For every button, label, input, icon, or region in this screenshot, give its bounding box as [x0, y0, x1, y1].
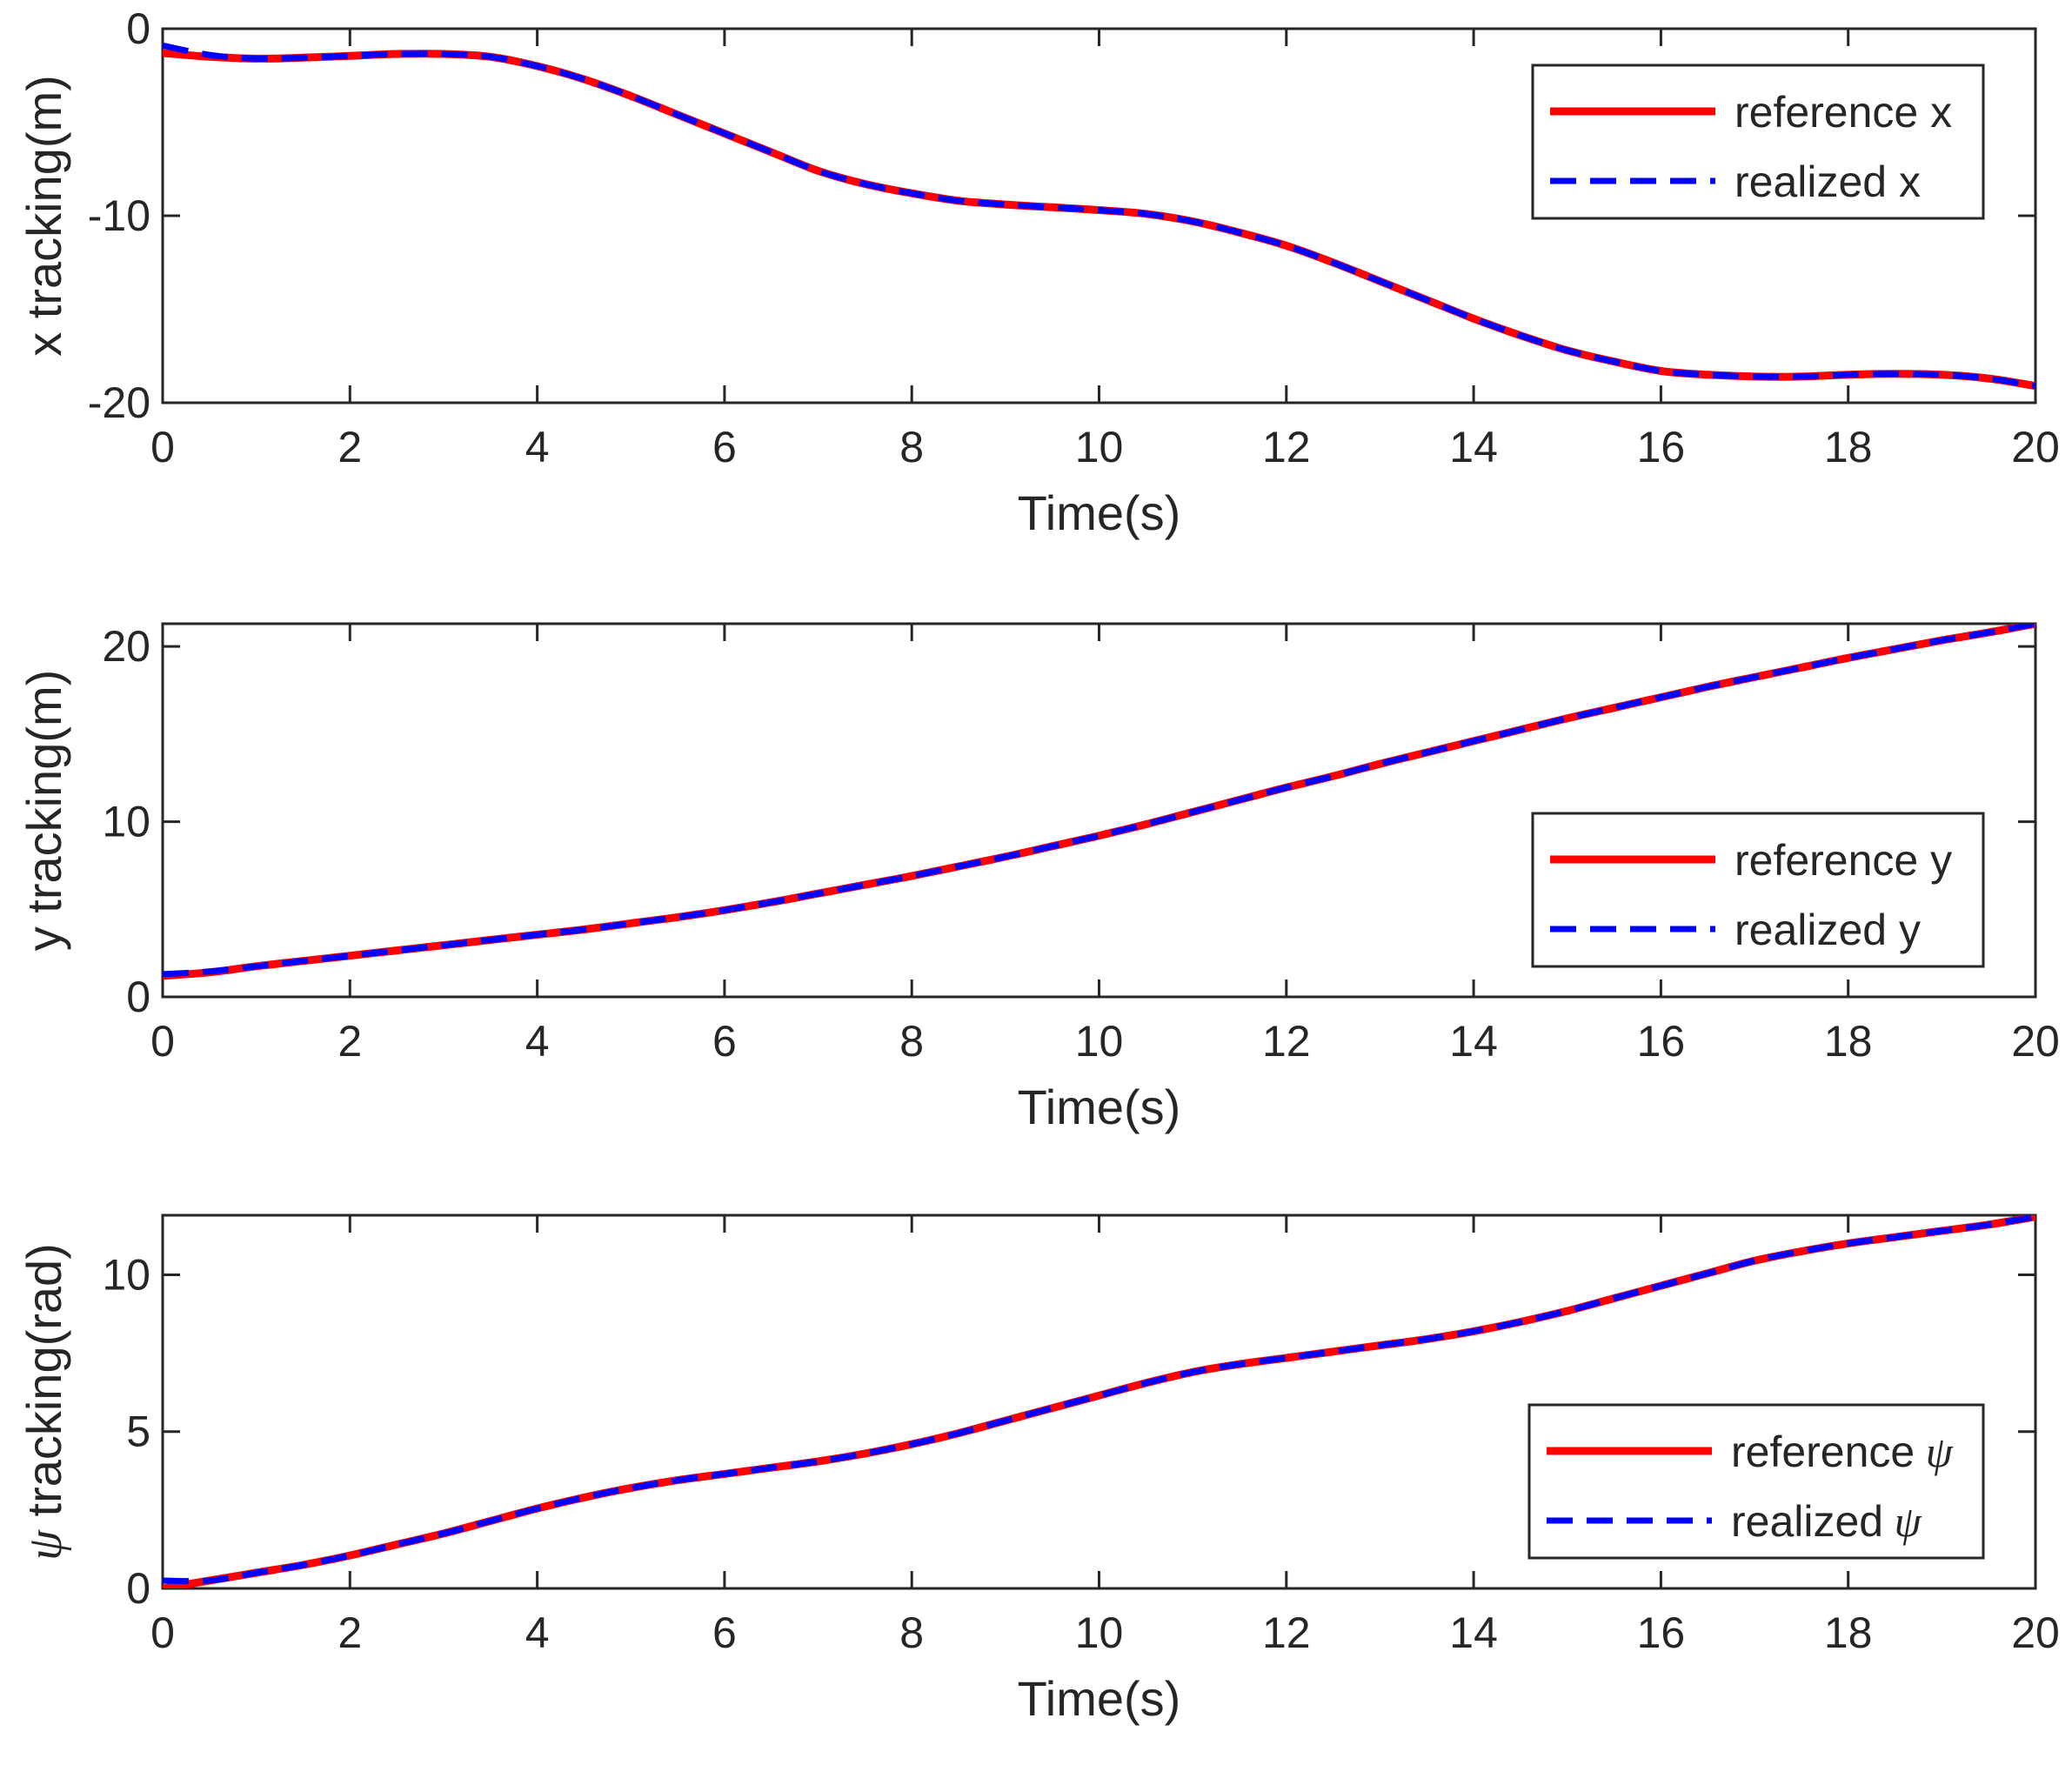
x-tick-label: 10 [1075, 423, 1124, 471]
legend-label-text: reference x [1734, 88, 1952, 137]
y-tick-label: 20 [102, 622, 150, 671]
y-axis-label-text: y tracking(m) [17, 670, 71, 952]
x-axis-title: Time(s) [1018, 485, 1181, 540]
legend-box [1531, 812, 1985, 968]
y-tick-label: 5 [126, 1407, 150, 1456]
legend-label-text: realized y [1734, 906, 1921, 954]
legend-label-text: realized [1731, 1497, 1883, 1546]
y-tick-label: -10 [88, 191, 150, 240]
x-tick-label: 16 [1637, 1017, 1686, 1066]
x-tick-label: 0 [150, 423, 175, 471]
x-tick-label: 10 [1075, 1608, 1124, 1657]
x-tick-label: 6 [712, 1608, 737, 1657]
y-tick-label: 10 [102, 1250, 150, 1299]
x-tick-label: 18 [1824, 423, 1873, 471]
legend-label: reference ψ [1731, 1427, 1954, 1476]
x-tick-label: 12 [1262, 1608, 1311, 1657]
realized-series-line [163, 42, 2035, 390]
x-tick-label: 14 [1449, 1608, 1498, 1657]
x-tick-label: 4 [525, 423, 550, 471]
legend-label: reference y [1734, 836, 1952, 885]
chart-panel-2: 0 2 4 6 8 10 12 14 16 18 20 0 10 20 Time(s) y tracking(… [17, 622, 2060, 1134]
x-tick-label: 4 [525, 1017, 550, 1066]
y-axis-title: x tracking(m) [17, 75, 71, 357]
legend-label: realized y [1734, 906, 1921, 954]
reference-series-line [163, 1215, 2035, 1588]
legend: reference x realized x [1531, 64, 1985, 220]
legend-symbol: ψ [1915, 1427, 1954, 1476]
x-tick-label: 6 [712, 1017, 737, 1066]
legend-symbol: ψ [1883, 1497, 1922, 1546]
x-tick-label: 18 [1824, 1017, 1873, 1066]
chart-panel-1: 0 2 4 6 8 10 12 14 16 18 20 -20 -10 0 Time(s) x trackin… [17, 4, 2060, 540]
x-tick-label: 12 [1262, 423, 1311, 471]
x-tick-label: 14 [1449, 1017, 1498, 1066]
x-tick-label: 20 [2011, 423, 2060, 471]
y-axis-title: y tracking(m) [17, 670, 71, 952]
x-tick-label: 8 [899, 1017, 924, 1066]
x-tick-label: 12 [1262, 1017, 1311, 1066]
y-tick-label: 0 [126, 1564, 150, 1613]
x-tick-label: 16 [1637, 1608, 1686, 1657]
y-tick-label: 0 [126, 973, 150, 1021]
x-tick-label: 14 [1449, 423, 1498, 471]
x-tick-label: 0 [150, 1017, 175, 1066]
y-axis-symbol: ψ [18, 1529, 72, 1561]
x-axis-title: Time(s) [1018, 1671, 1181, 1726]
y-tick-label: 10 [102, 798, 150, 846]
x-tick-label: 6 [712, 423, 737, 471]
legend-box [1527, 1403, 1985, 1560]
legend-label-text: realized x [1734, 157, 1921, 206]
x-tick-label: 10 [1075, 1017, 1124, 1066]
legend-label: realized ψ [1731, 1497, 1922, 1546]
legend-box [1531, 64, 1985, 220]
legend-label: reference x [1734, 88, 1952, 137]
x-tick-label: 20 [2011, 1608, 2060, 1657]
y-axis-title: ψ tracking(rad) [17, 1243, 72, 1561]
legend-label: realized x [1734, 157, 1921, 206]
reference-series-line [163, 624, 2035, 980]
y-axis-label-text: tracking(rad) [17, 1243, 71, 1530]
legend: reference y realized y [1531, 812, 1985, 968]
x-tick-label: 2 [338, 1608, 362, 1657]
legend-label-text: reference y [1734, 836, 1952, 885]
x-tick-label: 8 [899, 423, 924, 471]
legend-label-text: reference [1731, 1427, 1915, 1476]
x-tick-label: 8 [899, 1608, 924, 1657]
y-tick-label: -20 [88, 378, 150, 427]
y-tick-label: 0 [126, 4, 150, 53]
x-tick-label: 4 [525, 1608, 550, 1657]
x-tick-label: 16 [1637, 423, 1686, 471]
y-axis-label-text: x tracking(m) [17, 75, 71, 357]
x-tick-label: 20 [2011, 1017, 2060, 1066]
x-tick-label: 2 [338, 1017, 362, 1066]
x-axis-title: Time(s) [1018, 1080, 1181, 1134]
x-tick-label: 2 [338, 423, 362, 471]
x-tick-label: 18 [1824, 1608, 1873, 1657]
x-tick-label: 0 [150, 1608, 175, 1657]
chart-panel-3: 0 2 4 6 8 10 12 14 16 18 20 0 5 10 Time(s) ψ tracking(r… [17, 1213, 2060, 1726]
